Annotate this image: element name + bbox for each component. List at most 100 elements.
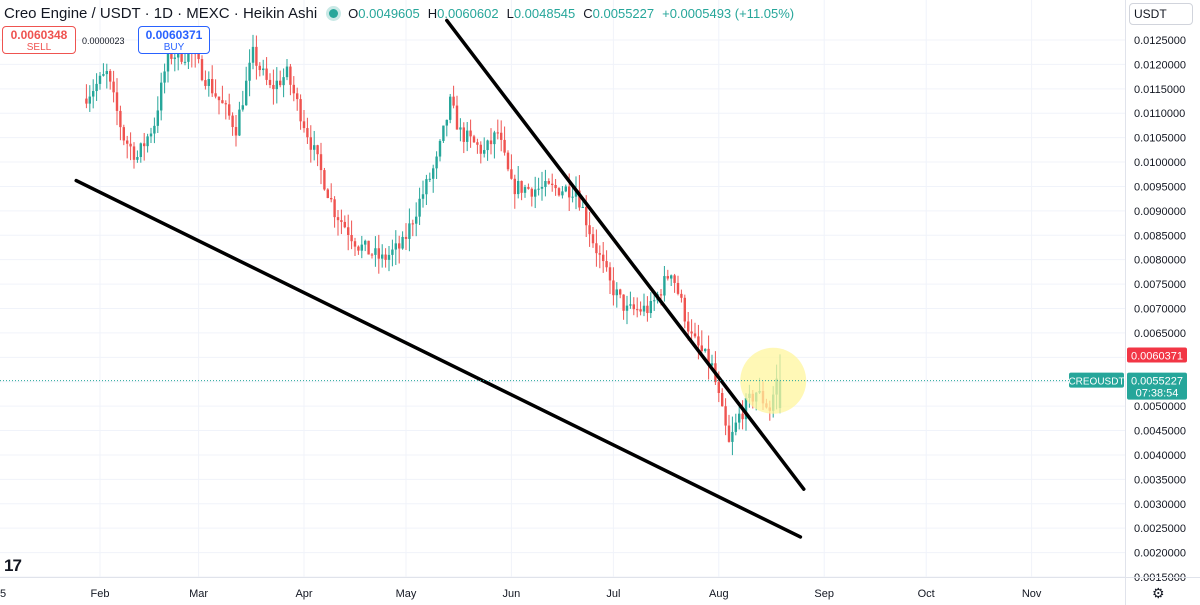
candle-body xyxy=(585,206,588,226)
candle-body xyxy=(659,294,663,296)
candle-body xyxy=(462,127,465,142)
candle-body xyxy=(663,276,666,296)
candle xyxy=(374,236,377,267)
candle xyxy=(306,117,309,144)
candle-body xyxy=(166,47,170,72)
candle xyxy=(217,96,221,115)
candle-body xyxy=(615,289,618,296)
gear-icon[interactable]: ⚙ xyxy=(1152,585,1165,601)
candle xyxy=(676,275,680,296)
y-tick-label: 0.0040000 xyxy=(1134,450,1186,462)
trendlines[interactable] xyxy=(74,18,806,539)
candle-body xyxy=(428,178,431,180)
candle-body xyxy=(670,275,673,279)
candle xyxy=(615,282,618,308)
candle-body xyxy=(353,241,357,247)
sell-button[interactable]: 0.0060348 SELL xyxy=(2,26,76,54)
candle-body xyxy=(296,93,299,100)
candle xyxy=(428,172,431,183)
candle-body xyxy=(367,240,370,255)
candle xyxy=(418,187,421,226)
candle-body xyxy=(180,48,183,62)
candle xyxy=(734,413,737,436)
candle xyxy=(173,51,176,72)
candle xyxy=(619,288,622,299)
candle-body xyxy=(251,46,255,63)
candle xyxy=(347,214,350,251)
candle xyxy=(554,178,557,196)
y-tick-label: 0.0045000 xyxy=(1134,426,1186,438)
candle xyxy=(520,180,523,201)
candle-body xyxy=(687,321,690,332)
candle xyxy=(527,183,530,190)
candle xyxy=(102,63,105,77)
candle-body xyxy=(724,406,727,426)
candle-body xyxy=(149,133,153,137)
candle xyxy=(248,49,251,97)
candle-body xyxy=(330,198,333,200)
trendline-lower-support[interactable] xyxy=(74,178,803,539)
candle-body xyxy=(517,180,520,195)
y-tick-label: 0.0075000 xyxy=(1134,279,1186,291)
candle xyxy=(384,248,387,268)
candle xyxy=(323,167,326,191)
tradingview-logo[interactable]: 17 xyxy=(4,556,22,575)
candle-body xyxy=(676,282,680,294)
candle xyxy=(721,388,724,407)
candle-body xyxy=(302,121,306,129)
candle-body xyxy=(187,52,190,62)
candle xyxy=(598,245,601,269)
candle xyxy=(129,132,132,161)
candle xyxy=(136,150,139,163)
candle-body xyxy=(231,115,234,128)
currency-button[interactable]: USDT xyxy=(1129,3,1193,25)
trendline-upper-resistance[interactable] xyxy=(445,18,806,491)
candle xyxy=(700,330,703,356)
x-tick-label: Apr xyxy=(295,588,312,600)
buy-button[interactable]: 0.0060371 BUY xyxy=(138,26,210,54)
candle-body xyxy=(374,248,377,255)
candle xyxy=(292,76,295,102)
candle xyxy=(673,273,676,293)
candle xyxy=(105,63,108,89)
candle-body xyxy=(204,80,207,86)
candle xyxy=(537,177,540,196)
candle xyxy=(132,142,136,169)
candle-body xyxy=(568,186,571,198)
symbol-title[interactable]: Creo Engine / USDT · 1D · MEXC · Heikin … xyxy=(4,4,318,22)
candle-body xyxy=(364,240,367,245)
candle-body xyxy=(279,80,282,86)
candle-body xyxy=(506,152,510,170)
candle xyxy=(316,144,319,167)
candle xyxy=(119,105,122,141)
candle xyxy=(489,128,493,155)
candle xyxy=(95,73,98,101)
candle-body xyxy=(126,140,129,144)
candle-body xyxy=(248,62,251,81)
candle-body xyxy=(411,223,414,225)
candle-body xyxy=(710,363,714,366)
candle xyxy=(204,70,207,90)
candle-body xyxy=(394,243,397,250)
candle-body xyxy=(537,188,540,190)
candle xyxy=(564,184,567,193)
market-status-icon[interactable] xyxy=(329,8,339,18)
candle xyxy=(92,79,95,109)
y-tick-label: 0.0025000 xyxy=(1134,523,1186,535)
candle-body xyxy=(119,110,122,128)
candle xyxy=(625,295,629,325)
candle-body xyxy=(112,81,115,93)
candle-body xyxy=(173,57,176,59)
candle xyxy=(690,319,693,342)
candle xyxy=(88,85,91,112)
candle xyxy=(309,125,312,163)
candle xyxy=(517,166,520,199)
candle-body xyxy=(591,234,595,244)
candle-body xyxy=(272,84,275,90)
candle-body xyxy=(160,82,163,111)
candle-body xyxy=(432,168,435,179)
candle xyxy=(330,183,333,203)
